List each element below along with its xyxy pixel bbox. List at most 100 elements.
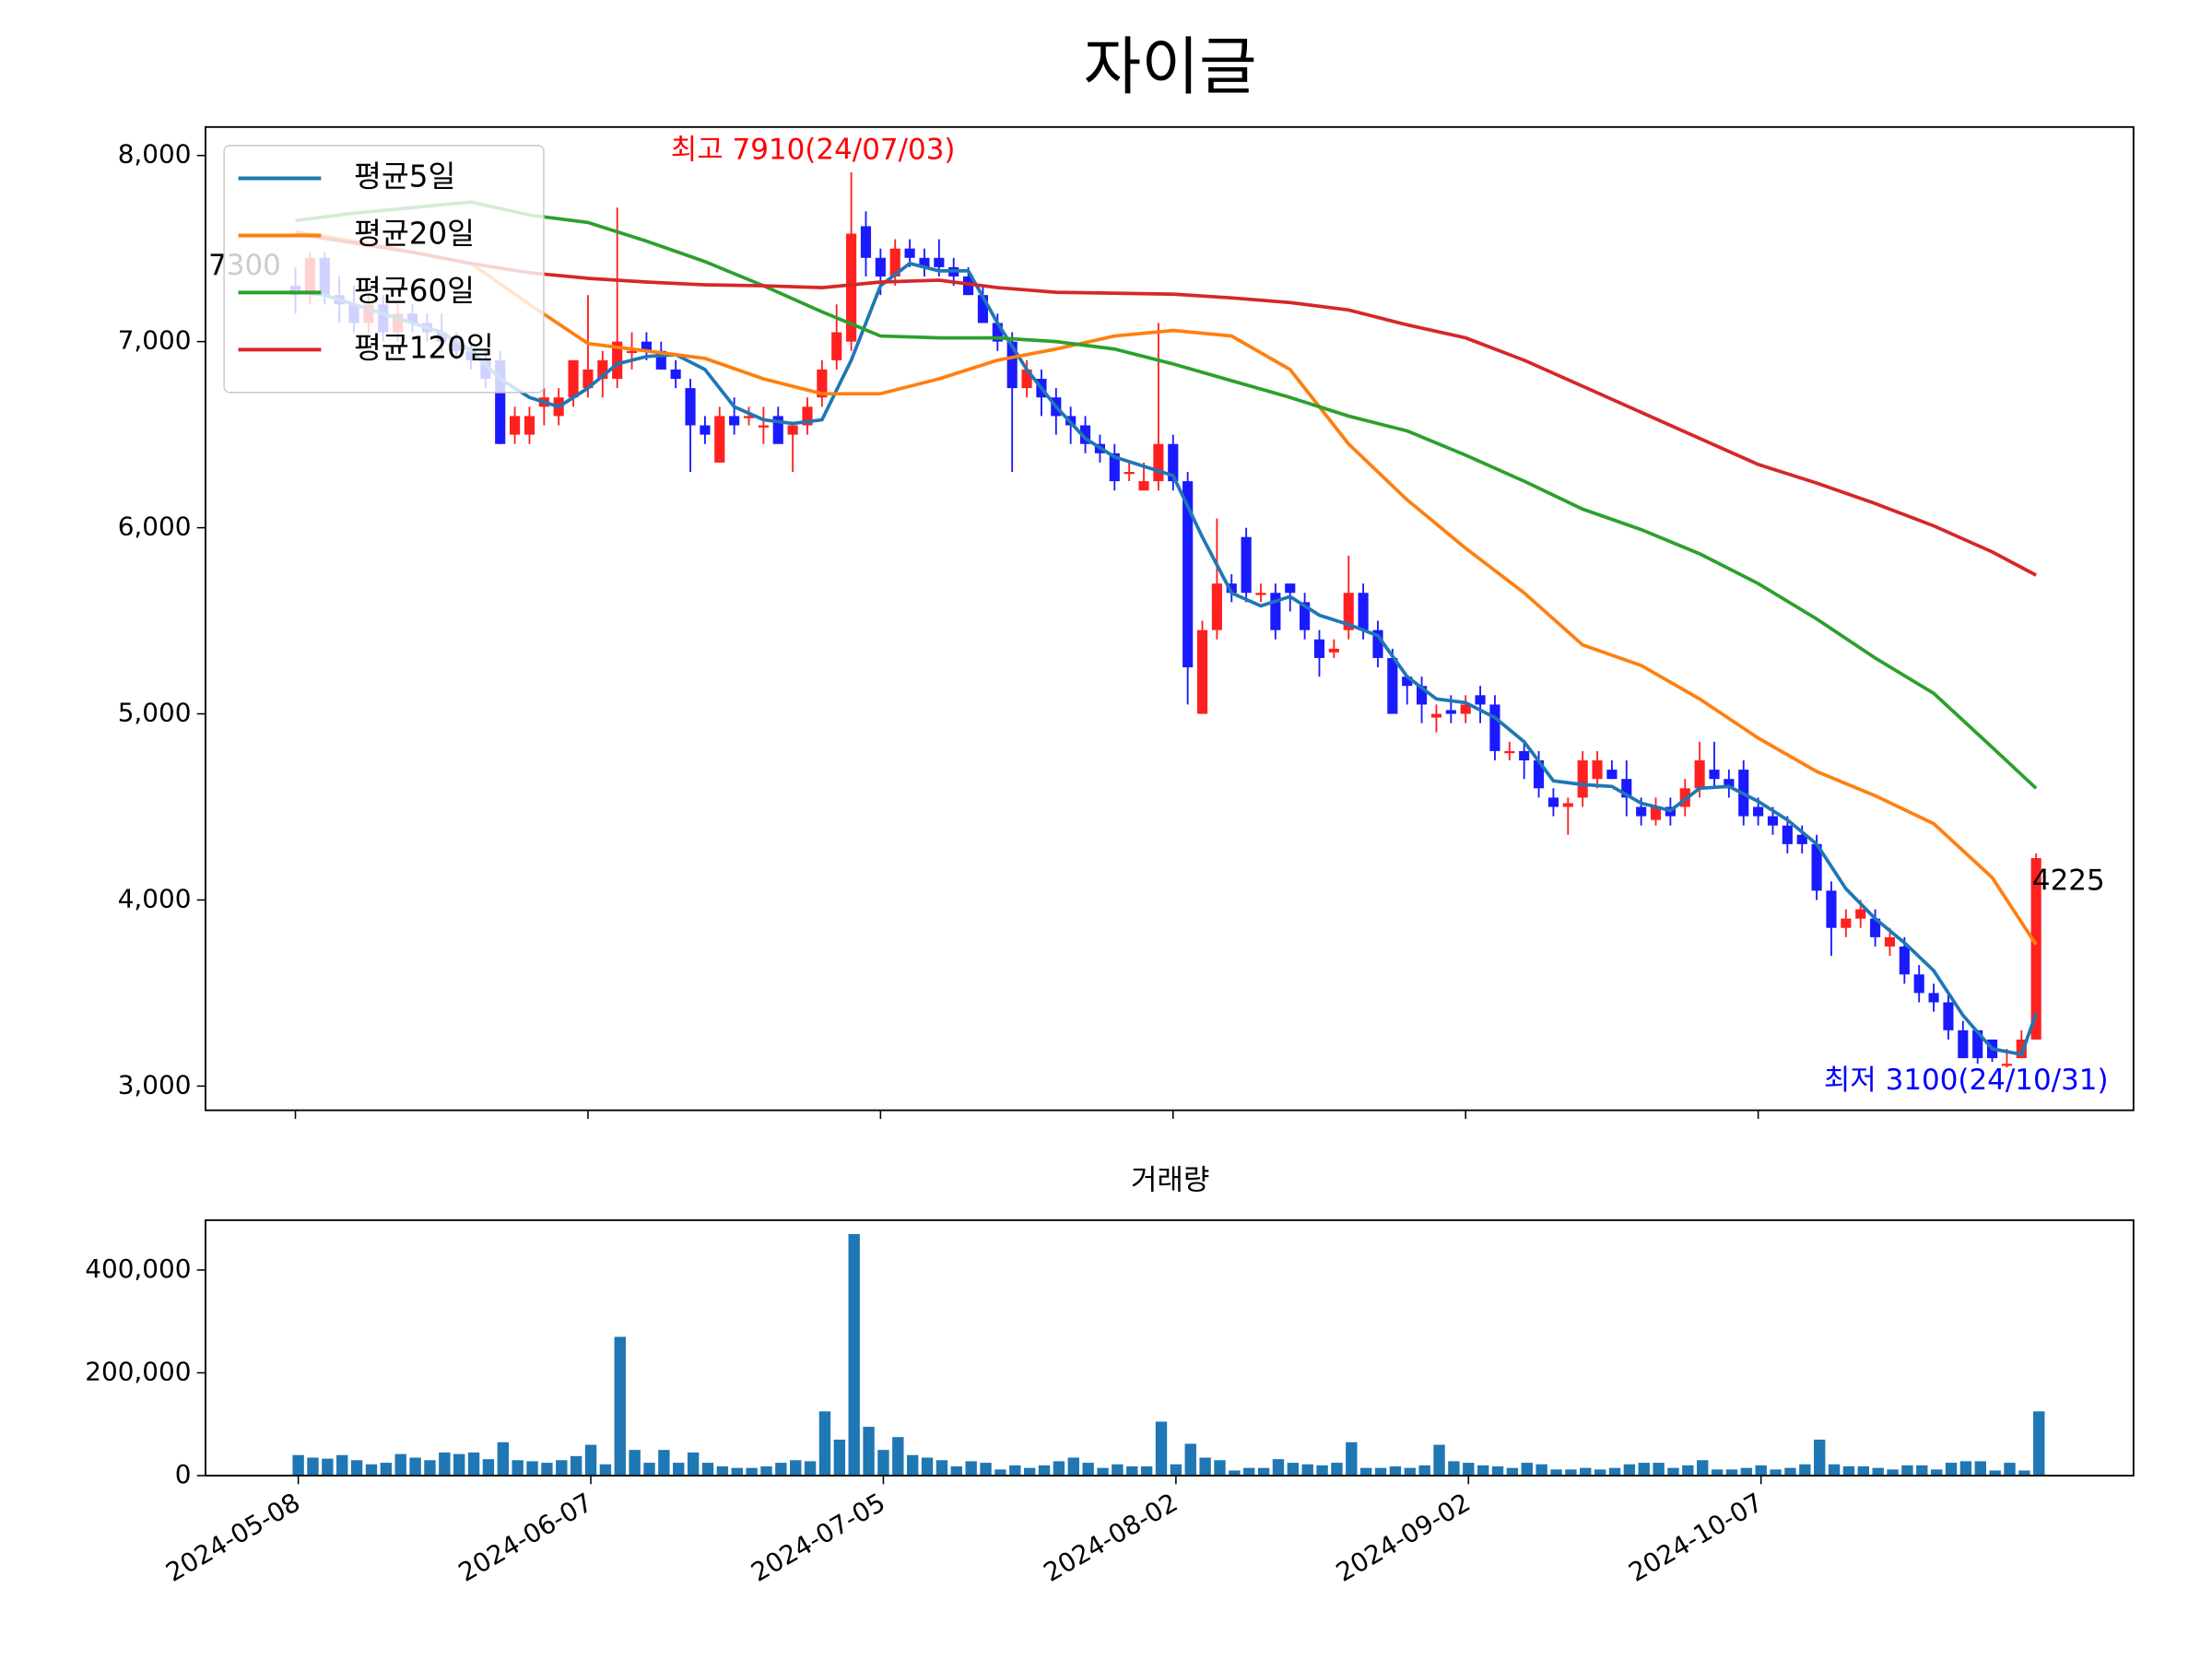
candle-body	[787, 425, 798, 435]
volume-bar	[1301, 1464, 1313, 1477]
y-tick-label: 3,000	[118, 1069, 192, 1100]
candle-body	[1606, 770, 1618, 780]
volume-bar	[497, 1441, 509, 1477]
volume-bar	[1243, 1467, 1255, 1477]
volume-bar	[1155, 1421, 1168, 1477]
volume-bar	[2018, 1470, 2030, 1477]
y-tick-label: 8,000	[118, 139, 192, 170]
legend-label: 평균5일	[354, 159, 455, 194]
candle-body	[524, 416, 535, 435]
candle-body	[641, 341, 652, 351]
volume-bar	[1477, 1465, 1489, 1477]
candle-body	[1006, 341, 1018, 389]
volume-bar	[994, 1469, 1006, 1477]
volume-bar	[556, 1460, 568, 1477]
candle-body	[1694, 760, 1705, 789]
volume-bar	[1521, 1463, 1533, 1477]
candle-body	[875, 257, 886, 276]
volume-bar	[1229, 1470, 1241, 1477]
candle-body	[700, 425, 711, 435]
low-annotation: 최저 3100(24/10/31)	[1824, 1064, 2109, 1097]
volume-bar	[1814, 1439, 1826, 1477]
legend-label: 평균60일	[354, 273, 475, 308]
last-close-annotation: 4225	[2032, 864, 2105, 897]
volume-bar	[1082, 1463, 1094, 1477]
volume-bar	[921, 1457, 934, 1477]
candle-body	[860, 226, 872, 258]
volume-bar	[775, 1463, 787, 1477]
volume-bar	[1126, 1465, 1138, 1477]
candle-body	[1475, 695, 1486, 705]
volume-bar	[307, 1457, 319, 1477]
volume-bar	[760, 1465, 772, 1477]
volume-bar	[1331, 1463, 1343, 1477]
candle-body	[919, 257, 930, 267]
volume-bar	[833, 1439, 846, 1477]
volume-bar	[746, 1467, 758, 1477]
candle-body	[1636, 806, 1647, 817]
candle-body	[1547, 797, 1559, 807]
candle-body	[1782, 825, 1793, 844]
volume-bar	[1199, 1457, 1211, 1477]
candle-body	[1855, 909, 1866, 919]
volume-bar	[292, 1454, 304, 1477]
volume-bar	[1755, 1465, 1767, 1477]
candle-body	[831, 332, 842, 360]
volume-bar	[380, 1463, 393, 1477]
candle-body	[714, 416, 725, 463]
candle-body	[1402, 677, 1413, 687]
y-tick-label: 4,000	[118, 883, 192, 913]
volume-bar	[2004, 1463, 2016, 1477]
candle-body	[1430, 713, 1442, 718]
volume-axes-frame	[205, 1218, 2135, 1477]
volume-bar	[322, 1458, 334, 1477]
y-tick-label: 200,000	[85, 1356, 191, 1386]
candle-body	[1562, 803, 1573, 807]
candle-body	[1153, 443, 1164, 482]
volume-bar	[453, 1453, 465, 1477]
volume-bar	[1360, 1467, 1372, 1477]
volume-bar	[877, 1450, 889, 1477]
candle-body	[1899, 946, 1910, 975]
volume-bar	[1608, 1467, 1621, 1477]
candle-body	[1168, 443, 1179, 482]
candle-body	[904, 248, 915, 258]
candle-body	[685, 388, 696, 426]
volume-bar	[1404, 1467, 1416, 1477]
volume-bar	[2033, 1411, 2045, 1477]
legend-box	[223, 145, 545, 394]
volume-bar	[848, 1233, 860, 1477]
volume-bar	[1009, 1465, 1021, 1477]
candle-body	[817, 369, 828, 398]
chart-title: 자이글	[1084, 31, 1257, 104]
volume-bar	[584, 1444, 597, 1477]
volume-bar	[1667, 1467, 1679, 1477]
candle-body	[568, 359, 579, 398]
candle-body	[1928, 993, 1939, 1003]
candle-body	[597, 359, 608, 380]
volume-bar	[1550, 1469, 1562, 1477]
candle-body	[2016, 1039, 2027, 1059]
candle-body	[1417, 686, 1428, 705]
volume-bar	[965, 1461, 977, 1477]
volume-bar	[1448, 1461, 1460, 1477]
candle-body	[963, 276, 974, 296]
volume-bar	[1770, 1469, 1782, 1477]
volume-bar	[1316, 1465, 1328, 1477]
volume-bar	[1535, 1464, 1547, 1477]
candle-body	[772, 416, 783, 444]
moving-average-line	[295, 200, 2038, 790]
price-plot: 3,000 4,000 5,000 6,000 7,000 8,000	[118, 139, 2041, 1119]
volume-bar	[409, 1457, 421, 1477]
volume-bar	[935, 1460, 948, 1477]
legend-label: 평균20일	[354, 216, 475, 251]
volume-bar	[1097, 1467, 1109, 1477]
volume-bar	[863, 1427, 875, 1477]
candle-body	[1767, 816, 1779, 826]
legend-label: 평균120일	[354, 330, 494, 365]
volume-bar	[1170, 1464, 1182, 1477]
volume-bar	[629, 1450, 641, 1477]
volume-bar	[541, 1463, 553, 1477]
volume-bar	[716, 1465, 729, 1477]
